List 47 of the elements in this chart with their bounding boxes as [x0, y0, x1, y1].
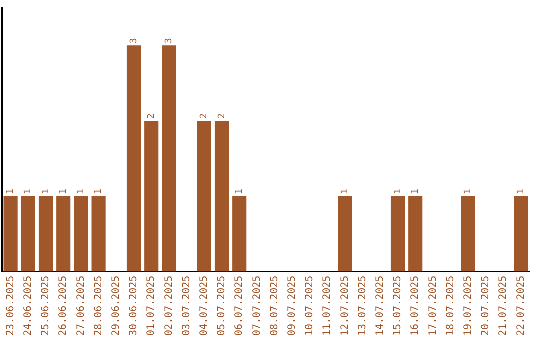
x-tick-label: 18.07.2025	[445, 276, 456, 336]
x-tick-label: 12.07.2025	[340, 276, 351, 336]
x-tick-label: 28.06.2025	[93, 276, 104, 336]
data-label: 1	[94, 189, 104, 194]
x-tick-label: 08.07.2025	[269, 276, 280, 336]
x-tick-label: 14.07.2025	[374, 276, 386, 336]
x-tick-label: 09.07.2025	[286, 276, 298, 336]
x-tick-label: 07.07.2025	[252, 276, 263, 336]
data-label: 1	[393, 189, 404, 194]
data-label: 3	[164, 38, 175, 44]
x-tick-label: 22.07.2025	[516, 276, 527, 336]
x-tick-label: 03.07.2025	[181, 276, 192, 336]
data-label: 1	[410, 189, 421, 194]
data-label: 1	[234, 189, 245, 194]
data-label: 1	[76, 189, 87, 194]
x-tick-label: 23.06.2025	[5, 276, 16, 336]
data-label: 1	[464, 189, 474, 194]
data-label: 3	[129, 38, 140, 44]
x-tick-label: 04.07.2025	[198, 276, 210, 336]
data-label: 1	[6, 189, 16, 194]
x-tick-label: 10.07.2025	[304, 276, 316, 336]
x-tick-label: 25.06.2025	[40, 276, 52, 336]
x-tick-label: 19.07.2025	[462, 276, 474, 336]
x-tick-label: 24.06.2025	[22, 276, 34, 336]
data-label: 2	[200, 114, 210, 120]
x-tick-label: 02.07.2025	[164, 276, 175, 336]
x-tick-label: 29.06.2025	[110, 276, 122, 336]
data-label: 2	[146, 114, 157, 120]
data-label: 1	[340, 189, 351, 194]
x-tick-label: 17.07.2025	[428, 276, 439, 336]
x-tick-label: 01.07.2025	[146, 276, 158, 336]
x-tick-label: 13.07.2025	[357, 276, 368, 336]
x-tick-label: 26.06.2025	[58, 276, 70, 336]
x-tick-label: 21.07.2025	[498, 276, 510, 336]
data-label: 1	[41, 189, 52, 194]
x-tick-label: 16.07.2025	[410, 276, 422, 336]
data-label: 2	[217, 114, 228, 120]
x-tick-label: 06.07.2025	[234, 276, 246, 336]
x-tick-label: 05.07.2025	[216, 276, 228, 336]
x-tick-label: 30.06.2025	[128, 276, 140, 336]
data-label: 1	[516, 189, 527, 194]
x-tick-label: 20.07.2025	[480, 276, 492, 336]
x-tick-label: 11.07.2025	[322, 276, 334, 336]
data-label: 1	[58, 189, 69, 194]
x-tick-label: 15.07.2025	[392, 276, 404, 336]
data-label: 1	[24, 189, 34, 194]
x-tick-label: 27.06.2025	[76, 276, 87, 336]
